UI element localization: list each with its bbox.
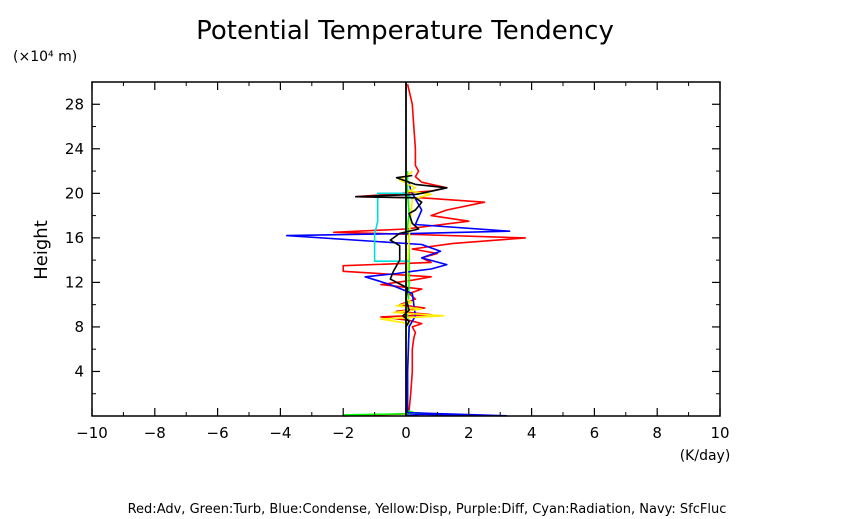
x-tick-label: −2: [332, 424, 354, 442]
y-tick-label: 12: [65, 273, 84, 291]
legend: Red:Adv, Green:Turb, Blue:Condense, Yell…: [128, 502, 727, 517]
y-tick-label: 20: [65, 184, 84, 202]
x-tick-label: −4: [269, 424, 291, 442]
y-tick-label: 24: [65, 140, 84, 158]
x-tick-label: 10: [710, 424, 729, 442]
x-tick-label: 0: [401, 424, 411, 442]
x-tick-label: 8: [652, 424, 662, 442]
y-axis-label: Height: [31, 220, 52, 280]
y-tick-label: 4: [74, 362, 84, 380]
x-unit-label: (K/day): [680, 448, 731, 464]
series-line-1: [333, 84, 527, 417]
y-tick-label: 28: [65, 95, 84, 113]
y-tick-label: 16: [65, 229, 84, 247]
y-unit-label: (×10⁴ m): [13, 49, 77, 65]
series-line-2: [343, 171, 448, 416]
x-tick-label: 4: [527, 424, 537, 442]
x-tick-label: −6: [207, 424, 229, 442]
series-line-4: [380, 170, 445, 328]
x-tick-label: 2: [464, 424, 474, 442]
x-tick-label: −10: [76, 424, 108, 442]
x-tick-label: −8: [144, 424, 166, 442]
series-line-3: [285, 182, 511, 417]
plot-frame: [91, 81, 721, 417]
y-tick-label: 8: [74, 318, 84, 336]
chart-title: Potential Temperature Tendency: [196, 16, 614, 46]
x-tick-label: 6: [590, 424, 600, 442]
